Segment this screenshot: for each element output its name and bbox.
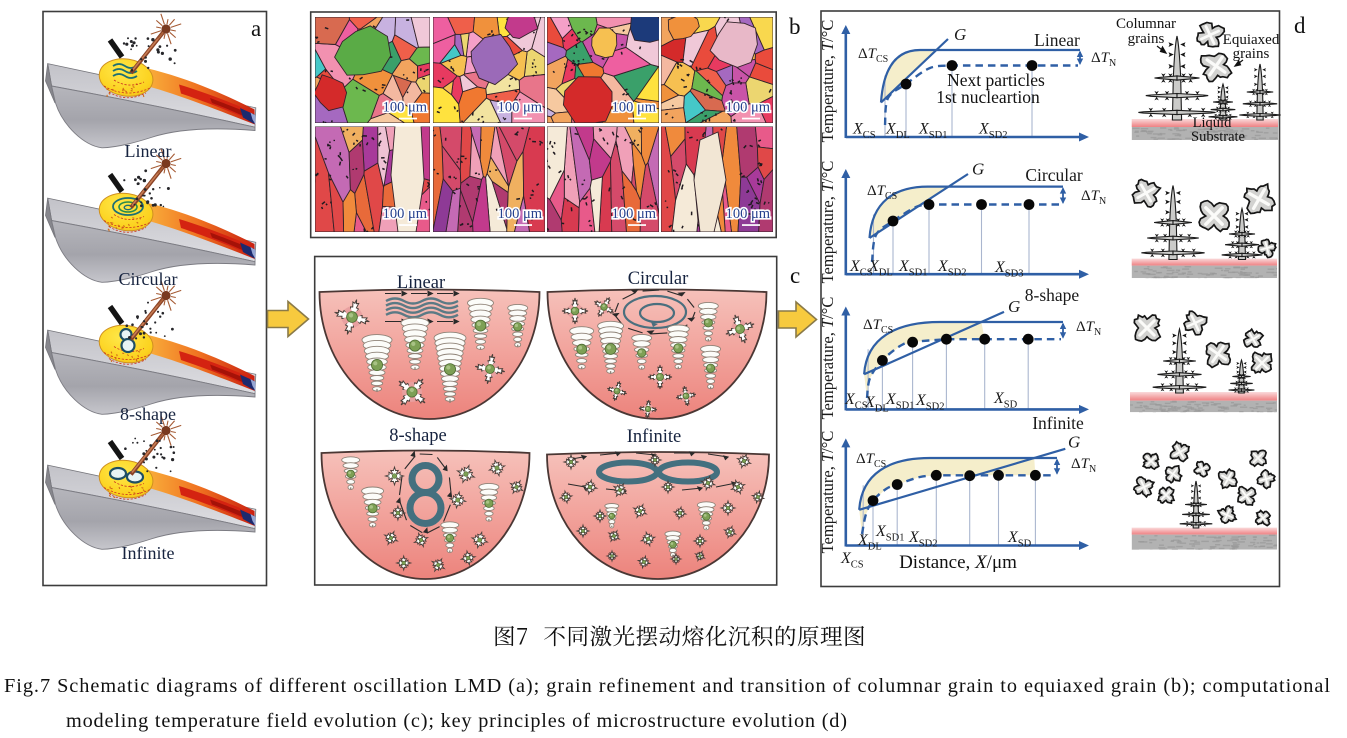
svg-text:XSD1: XSD1 <box>898 258 927 279</box>
svg-text:XSD2: XSD2 <box>915 392 944 413</box>
svg-text:ΔTCS: ΔTCS <box>867 183 897 202</box>
svg-text:Temperature, T/°C: Temperature, T/°C <box>818 161 837 284</box>
svg-text:100 μm: 100 μm <box>612 100 657 116</box>
svg-text:ΔTN: ΔTN <box>1081 188 1106 207</box>
svg-text:XCS: XCS <box>840 550 864 571</box>
svg-text:ΔTCS: ΔTCS <box>863 317 893 336</box>
svg-text:G: G <box>954 25 966 44</box>
svg-text:ΔTCS: ΔTCS <box>856 451 886 470</box>
svg-text:Distance, X/μm: Distance, X/μm <box>899 552 1017 573</box>
svg-text:XDL: XDL <box>857 532 882 553</box>
svg-text:a: a <box>251 16 261 41</box>
svg-text:Temperature, T/°C: Temperature, T/°C <box>818 297 837 420</box>
svg-text:Linear: Linear <box>397 273 445 293</box>
svg-text:Equiaxed: Equiaxed <box>1223 32 1280 48</box>
svg-text:100 μm: 100 μm <box>383 100 428 116</box>
svg-text:XSD1: XSD1 <box>875 523 904 544</box>
svg-text:Linear: Linear <box>125 141 172 161</box>
svg-text:G: G <box>1008 297 1020 316</box>
svg-text:d: d <box>1294 13 1306 38</box>
svg-text:G: G <box>972 160 984 179</box>
svg-text:Substrate: Substrate <box>1191 129 1245 145</box>
svg-text:XSD2: XSD2 <box>937 258 966 279</box>
svg-text:b: b <box>789 14 801 39</box>
svg-text:Circular: Circular <box>119 269 178 289</box>
svg-text:100 μm: 100 μm <box>498 206 543 222</box>
svg-text:XCS: XCS <box>844 391 868 412</box>
svg-text:Next particles: Next particles <box>947 70 1045 90</box>
svg-text:100 μm: 100 μm <box>726 206 771 222</box>
svg-text:XSD1: XSD1 <box>885 391 914 412</box>
svg-text:XDL: XDL <box>864 394 889 415</box>
svg-text:XDL: XDL <box>868 258 893 279</box>
svg-text:Columnar: Columnar <box>1116 16 1176 32</box>
svg-text:ΔTN: ΔTN <box>1091 50 1116 69</box>
svg-text:8-shape: 8-shape <box>1025 285 1080 305</box>
svg-text:XSD: XSD <box>1007 529 1032 550</box>
svg-text:ΔTCS: ΔTCS <box>858 46 888 65</box>
svg-text:Circular: Circular <box>1025 165 1083 185</box>
svg-text:c: c <box>790 263 800 288</box>
svg-text:Infinite: Infinite <box>1032 413 1084 433</box>
svg-text:XSD2: XSD2 <box>978 121 1007 142</box>
svg-text:grains: grains <box>1128 31 1165 47</box>
svg-text:Temperature, T/°C: Temperature, T/°C <box>818 431 837 554</box>
svg-text:XSD3: XSD3 <box>994 259 1023 280</box>
svg-text:XDL: XDL <box>885 121 910 142</box>
svg-text:100 μm: 100 μm <box>383 206 428 222</box>
svg-text:Circular: Circular <box>628 269 689 289</box>
svg-text:1st nucleartion: 1st nucleartion <box>936 87 1040 107</box>
svg-text:XCS: XCS <box>849 258 873 279</box>
svg-text:100 μm: 100 μm <box>726 100 771 116</box>
svg-text:XSD2: XSD2 <box>908 529 937 550</box>
svg-text:Infinite: Infinite <box>122 543 175 563</box>
svg-text:G: G <box>1068 433 1080 452</box>
svg-text:grains: grains <box>1233 46 1270 62</box>
svg-text:ΔTN: ΔTN <box>1071 456 1096 475</box>
svg-text:XSD: XSD <box>993 390 1018 411</box>
svg-text:100 μm: 100 μm <box>612 206 657 222</box>
svg-text:Temperature, T/°C: Temperature, T/°C <box>818 20 837 143</box>
svg-text:8-shape: 8-shape <box>389 426 447 446</box>
svg-text:Linear: Linear <box>1034 30 1080 50</box>
svg-text:XCS: XCS <box>852 121 876 142</box>
svg-text:ΔTN: ΔTN <box>1076 319 1101 338</box>
svg-text:Fig.7 Schematic diagrams of d: Fig.7 Schematic diagrams of different os… <box>4 675 1330 697</box>
svg-text:XSD1: XSD1 <box>918 121 947 142</box>
svg-text:Infinite: Infinite <box>627 427 681 447</box>
svg-text:100 μm: 100 μm <box>498 100 543 116</box>
svg-text:modeling temperature field evo: modeling temperature field evolution (c)… <box>66 710 847 732</box>
svg-text:8-shape: 8-shape <box>120 404 176 424</box>
svg-text:Liquid: Liquid <box>1193 115 1232 131</box>
